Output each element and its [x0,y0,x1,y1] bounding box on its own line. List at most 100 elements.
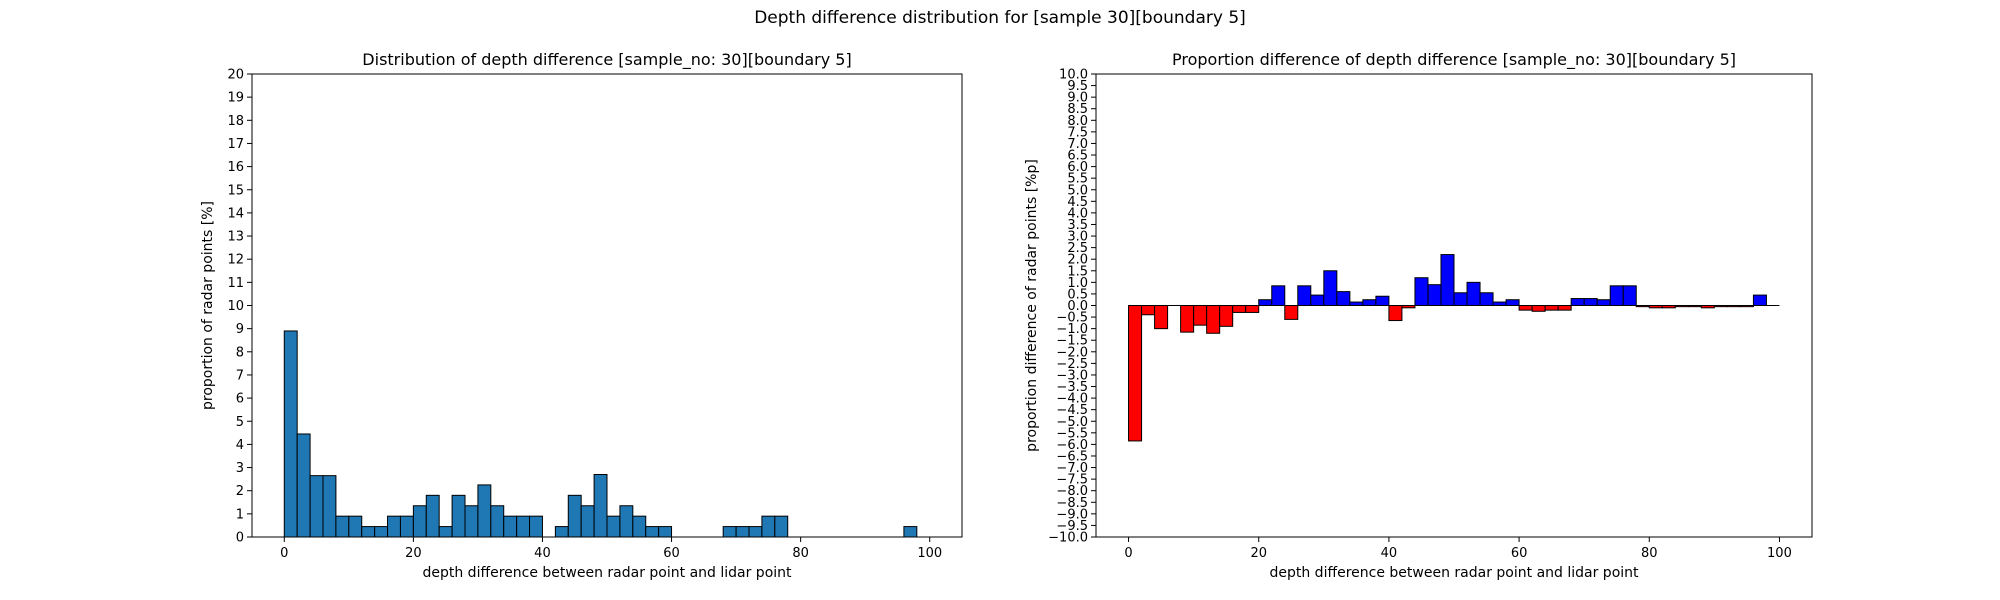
histogram-bar [1297,285,1312,307]
y-tick-label: 4 [236,438,244,453]
y-tick-label: −4.5 [1056,403,1088,418]
y-tick-label: 0.0 [1067,299,1088,314]
chart-title: Distribution of depth difference [sample… [362,50,851,70]
x-tick-label: 60 [1511,546,1528,561]
y-tick-label: −8.0 [1056,484,1088,499]
histogram-bar [1427,284,1442,307]
y-tick-label: −6.5 [1056,449,1088,464]
x-tick-label: 40 [1381,546,1398,561]
x-tick-label: 0 [1124,546,1132,561]
y-tick-label: 3.5 [1067,218,1088,233]
histogram-bar [1375,295,1390,306]
y-tick-label: 1 [236,507,244,522]
y-tick-label: 2.0 [1067,253,1088,268]
y-tick-label: 2 [236,484,244,499]
y-tick-label: 13 [227,230,244,245]
x-tick-label: 80 [792,546,809,561]
histogram-bar [1752,294,1767,306]
y-tick-label: 15 [227,183,244,198]
y-tick-label: 8 [236,345,244,360]
histogram-bar [1193,305,1208,326]
histogram-bar [1154,305,1169,330]
histogram-bar [1258,299,1273,306]
histogram-bar [1219,305,1234,327]
y-tick-label: 6.0 [1067,160,1088,175]
histogram-bar [1180,305,1195,333]
y-tick-label: 7.5 [1067,125,1088,140]
y-tick-label: −1.0 [1056,322,1088,337]
y-tick-label: 4.0 [1067,206,1088,221]
histogram-bar [1505,299,1520,306]
y-tick-label: 3 [236,461,244,476]
y-tick-label: −9.0 [1056,507,1088,522]
y-tick-label: 2.5 [1067,241,1088,256]
y-axis-label: proportion difference of radar points [%… [1024,159,1040,452]
x-tick-label: 0 [280,546,288,561]
x-tick-label: 100 [917,546,942,561]
y-tick-label: −3.5 [1056,380,1088,395]
x-tick-label: 80 [1641,546,1658,561]
y-tick-label: 0.5 [1067,287,1088,302]
y-tick-label: 16 [227,160,244,175]
y-tick-label: 0 [236,531,244,546]
x-axis-label: depth difference between radar point and… [1269,565,1639,581]
y-tick-label: 18 [227,114,244,129]
y-tick-label: 9.0 [1067,91,1088,106]
x-axis-label: depth difference between radar point and… [422,565,792,581]
histogram-bar [1128,305,1143,442]
histogram-bar [1544,305,1559,311]
y-tick-label: 6.5 [1067,149,1088,164]
y-tick-label: −6.0 [1056,438,1088,453]
y-tick-label: −7.5 [1056,473,1088,488]
y-tick-label: 5 [236,415,244,430]
y-tick-label: 12 [227,253,244,268]
chart-title: Proportion difference of depth differenc… [1172,50,1736,70]
y-tick-label: 14 [227,206,244,221]
y-tick-label: 19 [227,91,244,106]
histogram-bar [1531,305,1546,312]
histogram-bar [1323,270,1338,306]
y-tick-label: 6 [236,392,244,407]
y-tick-label: 7.0 [1067,137,1088,152]
histogram-bar [1596,299,1611,306]
y-tick-label: −10.0 [1048,531,1088,546]
y-tick-label: 9.5 [1067,79,1088,94]
y-tick-label: −0.5 [1056,311,1088,326]
y-tick-label: −2.0 [1056,345,1088,360]
histogram-bar [1310,294,1325,306]
y-tick-label: 3.0 [1067,230,1088,245]
y-tick-label: 4.5 [1067,195,1088,210]
histogram-bar [1609,285,1624,307]
histogram-bar [1388,305,1403,322]
histogram-bar [1583,298,1598,306]
y-tick-label: −9.5 [1056,519,1088,534]
histogram-bar [1492,301,1507,306]
y-tick-label: 1.5 [1067,264,1088,279]
histogram-bar [1206,305,1221,334]
bars-group [1128,254,1767,442]
y-tick-label: 5.0 [1067,183,1088,198]
histogram-bar [1570,298,1585,306]
histogram-bar [1557,305,1572,311]
histogram-bar [1271,285,1286,307]
y-tick-label: −5.5 [1056,426,1088,441]
x-tick-label: 20 [1250,546,1267,561]
histogram-bar [1466,281,1481,307]
y-tick-label: −3.0 [1056,368,1088,383]
y-tick-label: 7 [236,368,244,383]
x-tick-label: 100 [1767,546,1792,561]
y-tick-label: −8.5 [1056,496,1088,511]
histogram-bar [1284,305,1299,320]
x-tick-label: 40 [534,546,551,561]
histogram-bar [1141,305,1156,316]
histogram-bar [1622,285,1637,307]
histogram-bar [1518,305,1533,311]
histogram-bar [1362,299,1377,306]
histogram-bar [1479,292,1494,306]
figure-suptitle: Depth difference distribution for [sampl… [754,8,1246,28]
x-tick-label: 60 [663,546,680,561]
y-tick-label: 10.0 [1059,68,1088,83]
y-tick-label: 5.5 [1067,172,1088,187]
